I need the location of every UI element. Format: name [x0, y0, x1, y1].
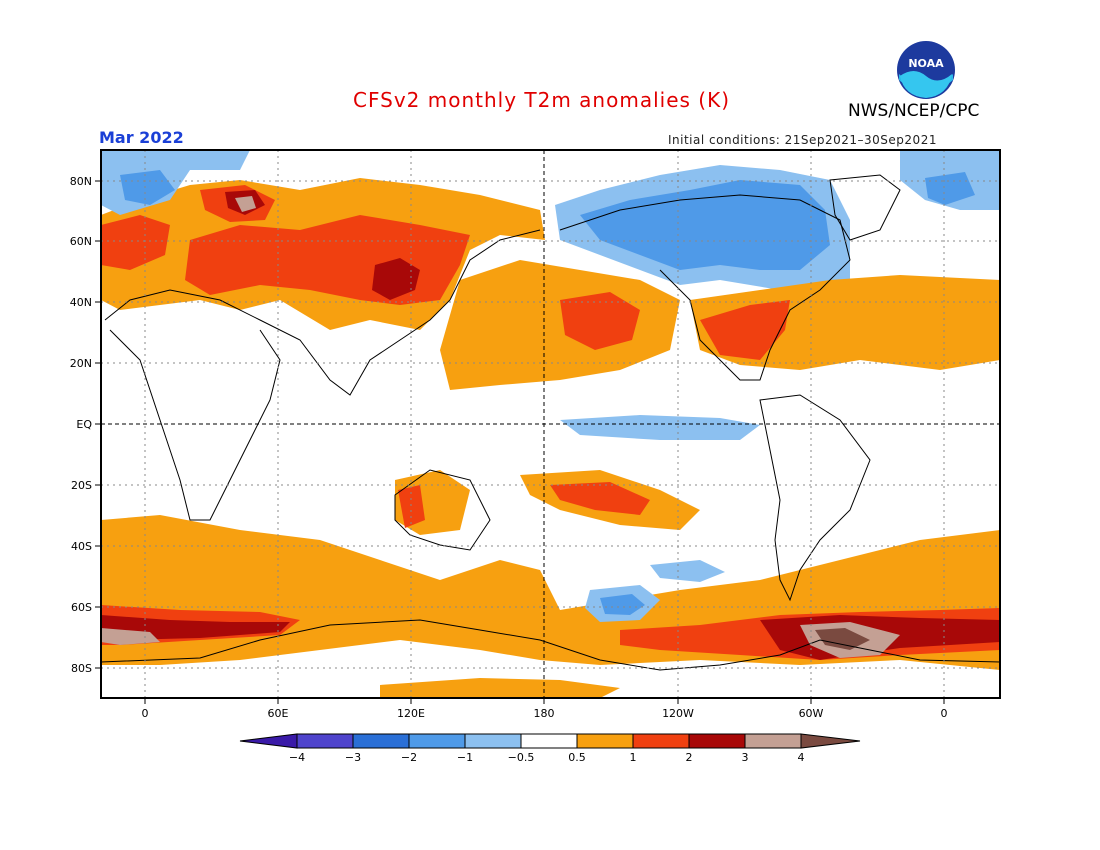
lon-label: 0 [941, 707, 948, 720]
lon-label: 0 [142, 707, 149, 720]
lon-label: 60W [799, 707, 824, 720]
anomaly-region [101, 215, 170, 270]
lon-label: 120E [397, 707, 425, 720]
anomaly-region [380, 678, 620, 698]
anomaly-region [815, 628, 870, 650]
coastline-antarctica [101, 619, 1000, 671]
colorbar-box [520, 733, 578, 749]
coastlines [101, 174, 1000, 671]
coastline-africa [109, 329, 281, 521]
colorbar-tick-label: −1 [457, 751, 473, 764]
anomaly-region [440, 260, 680, 390]
colorbar-tick-label: 2 [686, 751, 693, 764]
coastline-north-america [559, 194, 851, 381]
lat-axis: 80N 60N 40N 20N EQ 20S 40S 60S 80S [70, 175, 101, 675]
coastline-greenland [829, 174, 901, 241]
anomaly-region [101, 628, 160, 645]
colorbar-box [744, 733, 802, 749]
lon-axis: 0 60E 120E 180 120W 60W 0 [142, 698, 948, 720]
colorbar-tick-label: 1 [630, 751, 637, 764]
lon-label: 60E [268, 707, 289, 720]
agency-label: NWS/NCEP/CPC [848, 101, 980, 121]
lat-label: 60S [71, 601, 92, 614]
colorbar-tick-label: −0.5 [508, 751, 535, 764]
lat-label: 40S [71, 540, 92, 553]
anomaly-region [925, 172, 975, 205]
anomaly-region [560, 415, 760, 440]
noaa-logo: NOAA [897, 41, 955, 99]
colorbar-tick-label: −3 [345, 751, 361, 764]
lon-label: 120W [662, 707, 694, 720]
initial-conditions: Initial conditions: 21Sep2021–30Sep2021 [668, 133, 937, 147]
lon-label: 180 [534, 707, 555, 720]
coastline-africa-eurasia [104, 229, 541, 396]
lat-label: 40N [70, 296, 92, 309]
anomaly-region [650, 560, 725, 582]
anomaly-fields [101, 150, 1000, 698]
lat-label: 20N [70, 357, 92, 370]
gridlines [101, 150, 1000, 698]
anomaly-region [120, 170, 175, 205]
colorbar: −4 −3 −2 −1 −0.5 0.5 1 2 3 4 [239, 733, 861, 764]
colorbar-arrow-low [239, 733, 298, 749]
colorbar-tick-label: 0.5 [568, 751, 586, 764]
anomaly-region [700, 300, 790, 360]
colorbar-box [296, 733, 354, 749]
colorbar-box [464, 733, 522, 749]
anomaly-region [235, 196, 256, 212]
anomaly-region [600, 594, 645, 615]
coastline-south-america [759, 394, 871, 602]
anomaly-region [372, 258, 420, 300]
lat-label: 80N [70, 175, 92, 188]
anomaly-region [560, 292, 640, 350]
coastline-australia [394, 469, 491, 551]
logo-text: NOAA [908, 57, 944, 70]
lat-label: EQ [76, 418, 92, 431]
colorbar-box [408, 733, 466, 749]
map-title: CFSv2 monthly T2m anomalies (K) [353, 88, 730, 112]
lat-label: 60N [70, 235, 92, 248]
forecast-month: Mar 2022 [99, 128, 184, 147]
colorbar-tick-label: −4 [289, 751, 305, 764]
lat-label: 80S [71, 662, 92, 675]
colorbar-arrow-high [800, 733, 861, 749]
colorbar-box [576, 733, 634, 749]
colorbar-box [352, 733, 410, 749]
colorbar-tick-label: 3 [742, 751, 749, 764]
colorbar-box [688, 733, 746, 749]
anomaly-region [580, 180, 830, 270]
colorbar-tick-label: 4 [798, 751, 805, 764]
anomaly-region [550, 482, 650, 515]
colorbar-tick-label: −2 [401, 751, 417, 764]
colorbar-box [632, 733, 690, 749]
lat-label: 20S [71, 479, 92, 492]
anomaly-region [398, 485, 425, 528]
